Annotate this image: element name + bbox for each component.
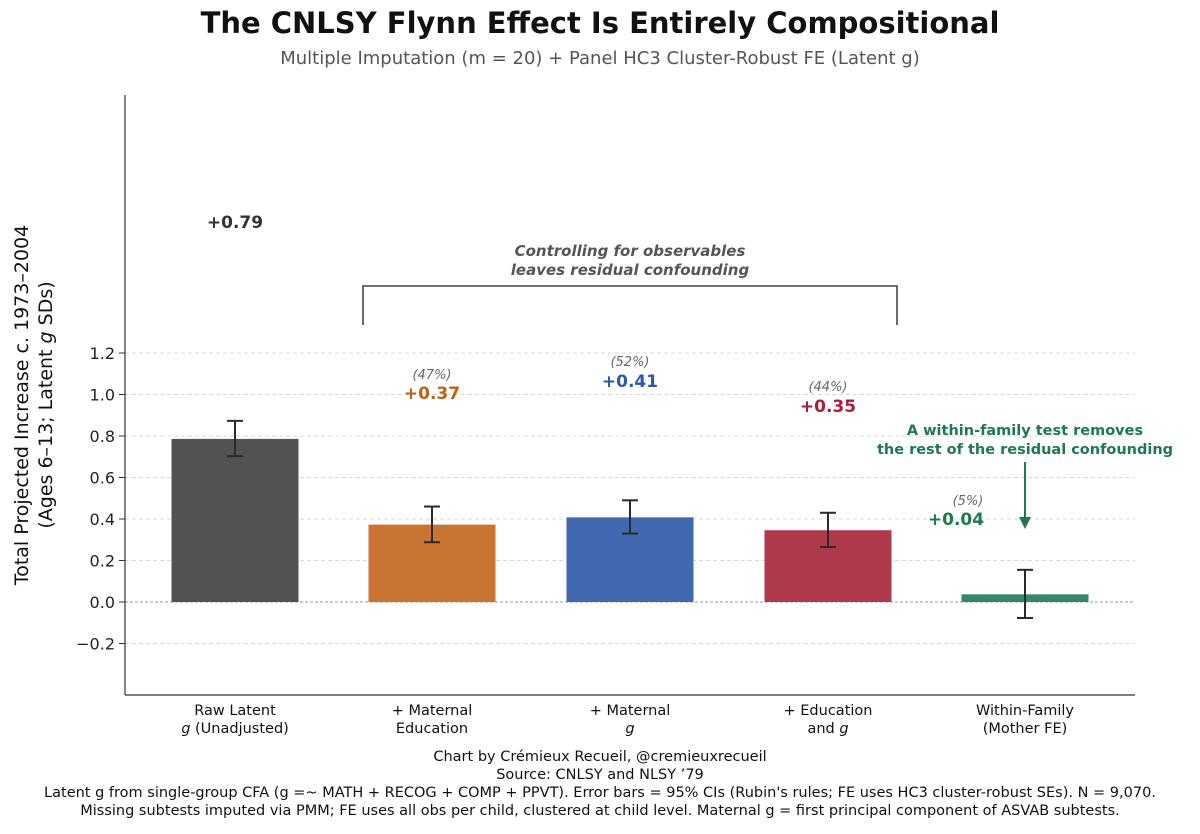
percent-label: (52%) (610, 355, 649, 370)
x-tick-label: + Education (784, 703, 873, 719)
y-tick-label: 0.4 (90, 510, 115, 529)
bracket-annotation: leaves residual confounding (511, 261, 750, 279)
value-label: +0.37 (404, 384, 460, 404)
x-tick-label: Raw Latent (194, 703, 276, 719)
percent-label: (47%) (412, 368, 451, 383)
x-tick-label: g (Unadjusted) (181, 721, 289, 737)
value-label: +0.35 (800, 397, 856, 417)
arrow-annotation: the rest of the residual confounding (877, 442, 1173, 458)
footer-source: Source: CNLSY and NLSY ’79 (496, 767, 704, 783)
bracket-annotation: Controlling for observables (515, 242, 746, 260)
y-tick-label: 0.0 (90, 593, 115, 612)
y-tick-label: 1.0 (90, 386, 115, 405)
percent-label: (44%) (808, 380, 847, 395)
y-axis-label-line2: (Ages 6–13; Latent g SDs) (35, 281, 57, 528)
footer-credit: Chart by Crémieux Recueil, @cremieuxrecu… (433, 749, 767, 765)
x-tick-label: and g (807, 721, 848, 737)
x-tick-label: + Maternal (590, 703, 671, 719)
arrow-annotation: A within-family test removes (907, 423, 1143, 439)
y-tick-label: 1.2 (90, 344, 115, 363)
value-label: +0.04 (928, 510, 984, 530)
chart-subtitle: Multiple Imputation (m = 20) + Panel HC3… (280, 48, 920, 69)
x-tick-label: + Maternal (392, 703, 473, 719)
bar (171, 438, 299, 602)
y-tick-label: −0.2 (76, 635, 115, 654)
footer-note-1: Latent g from single-group CFA (g =~ MAT… (44, 785, 1156, 801)
y-tick-label: 0.8 (90, 427, 115, 446)
footer-notes: Chart by Crémieux Recueil, @cremieuxrecu… (0, 748, 1200, 820)
bar-chart: −0.2 0.0 0.2 0.4 0.6 0.8 1.0 1.2 Total Projected… (11, 95, 1173, 737)
footer-note-2: Missing subtests imputed via PMM; FE use… (80, 803, 1120, 819)
y-axis-label: Total Projected Increase c. 1973–2004 (11, 225, 33, 586)
bracket (362, 285, 898, 325)
value-label: +0.41 (602, 372, 658, 392)
value-label: +0.79 (207, 213, 263, 233)
annotation-arrowhead (1019, 517, 1031, 529)
x-tick-label: Within-Family (976, 703, 1074, 719)
x-tick-label: (Mother FE) (983, 721, 1068, 737)
chart-title: The CNLSY Flynn Effect Is Entirely Compo… (200, 6, 1000, 40)
x-tick-label: g (625, 721, 634, 737)
y-tick-label: 0.2 (90, 552, 115, 571)
percent-label: (5%) (953, 494, 984, 509)
y-tick-label: 0.6 (90, 469, 115, 488)
x-tick-label: Education (396, 721, 468, 737)
